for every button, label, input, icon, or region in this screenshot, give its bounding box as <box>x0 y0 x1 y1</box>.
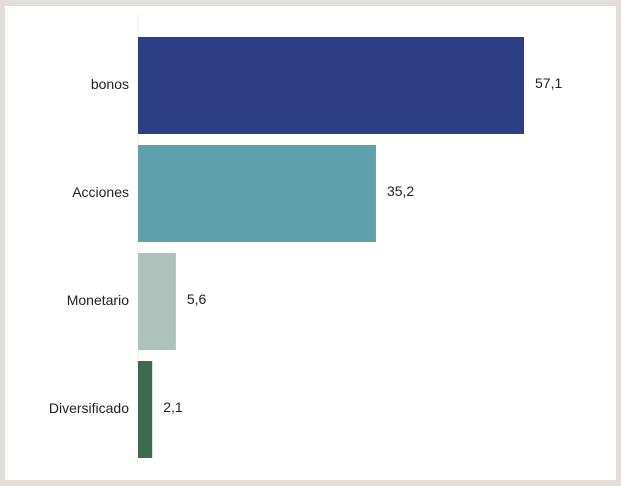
value-label: 35,2 <box>387 183 414 199</box>
bar-monetario <box>138 253 176 350</box>
category-label: Monetario <box>67 292 129 308</box>
bar-diversificado <box>138 361 153 458</box>
category-label: bonos <box>91 76 129 92</box>
value-label: 2,1 <box>163 399 183 415</box>
value-label: 5,6 <box>187 291 207 307</box>
bar-acciones <box>138 145 376 242</box>
category-label: Acciones <box>72 184 129 200</box>
chart-panel: bonos 57,1 Acciones 35,2 Monetario 5,6 Diversi… <box>5 6 616 480</box>
category-label: Diversificado <box>49 400 129 416</box>
bar-bonos <box>138 37 524 134</box>
bar-chart: bonos 57,1 Acciones 35,2 Monetario 5,6 Diversi… <box>49 14 562 462</box>
value-label: 57,1 <box>535 75 562 91</box>
